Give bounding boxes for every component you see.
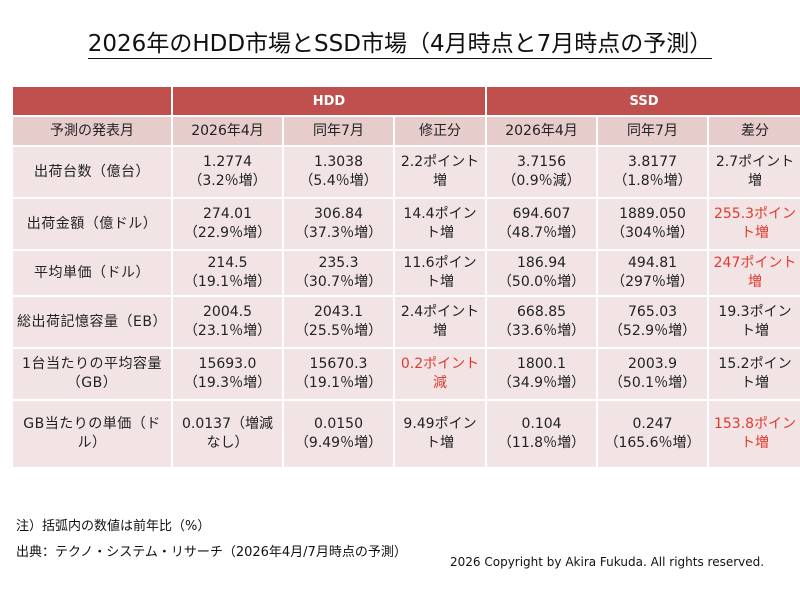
table-cell: 2.2ポイント増 — [395, 147, 486, 197]
table-cell: 186.94 （50.0％増） — [487, 251, 597, 295]
table-cell: 1889.050 （304％増） — [598, 199, 708, 249]
table-cell: 2004.5 （23.1％増） — [173, 297, 282, 347]
table-cell: 9.49ポイント増 — [395, 401, 486, 467]
table-cell: 0.104 （11.8％増） — [487, 401, 597, 467]
table-cell: 274.01 （22.9％増） — [173, 199, 282, 249]
table-cell: 765.03 （52.9％増） — [598, 297, 708, 347]
table-body: 出荷台数（億台） 1.2774 （3.2％増） 1.3038 （5.4％増） 2.2ポ… — [13, 147, 800, 467]
row-label: 出荷台数（億台） — [13, 147, 171, 197]
table-cell: 19.3ポイント増 — [709, 297, 800, 347]
subheader-row: 予測の発表月 2026年4月 同年7月 修正分 2026年4月 同年7月 差分 — [13, 117, 800, 145]
table-cell: 0.0150 （9.49％増） — [284, 401, 393, 467]
footnotes: 注）括弧内の数値は前年比（%） 出典：テクノ・システム・リサーチ（2026年4月… — [16, 514, 407, 566]
row-label: 平均単価（ドル） — [13, 251, 171, 295]
table-cell: 15.2ポイント増 — [709, 349, 800, 399]
table-row: 総出荷記憶容量（EB） 2004.5 （23.1％増） 2043.1 （25.5％増… — [13, 297, 800, 347]
subheader-cell: 同年7月 — [598, 117, 708, 145]
table-cell: 306.84 （37.3％増） — [284, 199, 393, 249]
group-header-hdd: HDD — [173, 87, 486, 115]
subheader-cell: 修正分 — [395, 117, 486, 145]
table-cell: 2003.9 （50.1％増） — [598, 349, 708, 399]
forecast-table: HDD SSD 予測の発表月 2026年4月 同年7月 修正分 2026年4月 … — [11, 85, 800, 469]
table-cell: 11.6ポイント増 — [395, 251, 486, 295]
group-header-row: HDD SSD — [13, 87, 800, 115]
table-cell: 2.7ポイント増 — [709, 147, 800, 197]
table-cell: 494.81 （297％増） — [598, 251, 708, 295]
table-cell: 1.2774 （3.2％増） — [173, 147, 282, 197]
table-row: 出荷台数（億台） 1.2774 （3.2％増） 1.3038 （5.4％増） 2.2ポ… — [13, 147, 800, 197]
table-row: GB当たりの単価（ドル） 0.0137（増減なし） 0.0150 （9.49％増） 9… — [13, 401, 800, 467]
table-cell: 3.8177 （1.8％増） — [598, 147, 708, 197]
table-cell: 1.3038 （5.4％増） — [284, 147, 393, 197]
subheader-cell: 差分 — [709, 117, 800, 145]
table-cell: 0.2ポイント減 — [395, 349, 486, 399]
table-cell: 15693.0 （19.3％増） — [173, 349, 282, 399]
table-cell: 2.4ポイント増 — [395, 297, 486, 347]
table-cell: 235.3 （30.7％増） — [284, 251, 393, 295]
table-cell: 0.0137（増減なし） — [173, 401, 282, 467]
subheader-cell: 同年7月 — [284, 117, 393, 145]
group-header-blank — [13, 87, 171, 115]
table-cell: 255.3ポイント増 — [709, 199, 800, 249]
row-label: 総出荷記憶容量（EB） — [13, 297, 171, 347]
subheader-cell: 2026年4月 — [173, 117, 282, 145]
title-text: 2026年のHDD市場とSSD市場（4月時点と7月時点の予測） — [87, 31, 713, 59]
page-title: 2026年のHDD市場とSSD市場（4月時点と7月時点の予測） — [0, 24, 800, 59]
table-cell: 15670.3 （19.1％増） — [284, 349, 393, 399]
note-percent: 注）括弧内の数値は前年比（%） — [16, 519, 211, 534]
row-label: 出荷金額（億ドル） — [13, 199, 171, 249]
table-cell: 14.4ポイント増 — [395, 199, 486, 249]
row-label: GB当たりの単価（ドル） — [13, 401, 171, 467]
table-row: 平均単価（ドル） 214.5 （19.1％増） 235.3 （30.7％増） 11.6… — [13, 251, 800, 295]
table-cell: 3.7156 （0.9％減） — [487, 147, 597, 197]
table-cell: 247ポイント増 — [709, 251, 800, 295]
group-header-ssd: SSD — [487, 87, 800, 115]
note-source: 出典：テクノ・システム・リサーチ（2026年4月/7月時点の予測） — [16, 545, 407, 560]
table-cell: 668.85 （33.6％増） — [487, 297, 597, 347]
table-cell: 153.8ポイント増 — [709, 401, 800, 467]
table-cell: 1800.1 （34.9％増） — [487, 349, 597, 399]
subheader-cell: 2026年4月 — [487, 117, 597, 145]
row-label: 1台当たりの平均容量（GB） — [13, 349, 171, 399]
table-row: 1台当たりの平均容量（GB） 15693.0 （19.3％増） 15670.3 （1… — [13, 349, 800, 399]
table-cell: 2043.1 （25.5％増） — [284, 297, 393, 347]
table-row: 出荷金額（億ドル） 274.01 （22.9％増） 306.84 （37.3％増） 1… — [13, 199, 800, 249]
table-cell: 0.247 （165.6％増） — [598, 401, 708, 467]
subheader-cell: 予測の発表月 — [13, 117, 171, 145]
copyright-text: 2026 Copyright by Akira Fukuda. All righ… — [450, 555, 765, 569]
table-cell: 694.607 （48.7％増） — [487, 199, 597, 249]
table-cell: 214.5 （19.1％増） — [173, 251, 282, 295]
